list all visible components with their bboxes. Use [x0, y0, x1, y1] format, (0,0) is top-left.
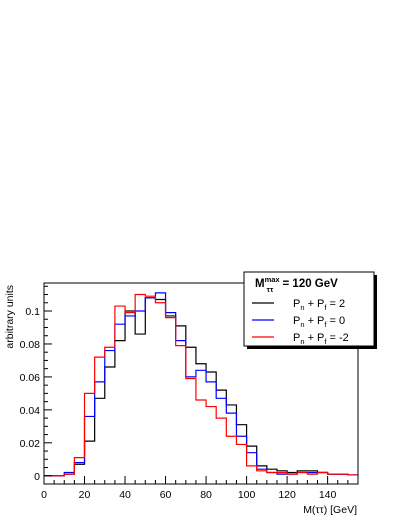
legend-entry-2: Pn + Pf = 0 — [293, 315, 345, 329]
x-tick-label: 100 — [238, 489, 256, 501]
x-tick-label: 40 — [119, 489, 131, 501]
legend-box — [243, 271, 375, 347]
series-3-line — [44, 293, 358, 477]
ticks-layer: 0 20 40 60 80 100 120 140 0 0.02 0.04 0.06 0.08 0.1 — [20, 285, 359, 501]
legend-title: Mmax ττ = 120 GeV — [255, 275, 338, 294]
x-tick-label: 20 — [79, 489, 91, 501]
x-tick-label: 0 — [41, 489, 47, 501]
y-tick-label: 0.08 — [20, 339, 41, 351]
legend-entry-3: Pn + Pf = -2 — [293, 332, 349, 346]
y-tick-label: 0 — [34, 471, 40, 483]
x-tick-label: 120 — [278, 489, 296, 501]
x-tick-label: 80 — [200, 489, 212, 501]
y-tick-label: 0.04 — [20, 405, 41, 417]
y-tick-label: 0.1 — [25, 306, 40, 318]
y-tick-label: 0.06 — [20, 372, 41, 384]
plot-frame — [43, 282, 359, 485]
x-axis-label: M(ττ) [GeV] — [303, 504, 357, 516]
y-tick-label: 0.02 — [20, 438, 41, 450]
legend-entry-1: Pn + Pf = 2 — [293, 298, 345, 312]
y-axis-label: arbitrary units — [4, 285, 16, 349]
legend: Mmax ττ = 120 GeV Pn + Pf = 2 Pn + Pf = 0 Pn… — [243, 271, 377, 349]
x-tick-label: 60 — [160, 489, 172, 501]
series-layer — [44, 292, 358, 477]
x-tick-label: 140 — [319, 489, 337, 501]
